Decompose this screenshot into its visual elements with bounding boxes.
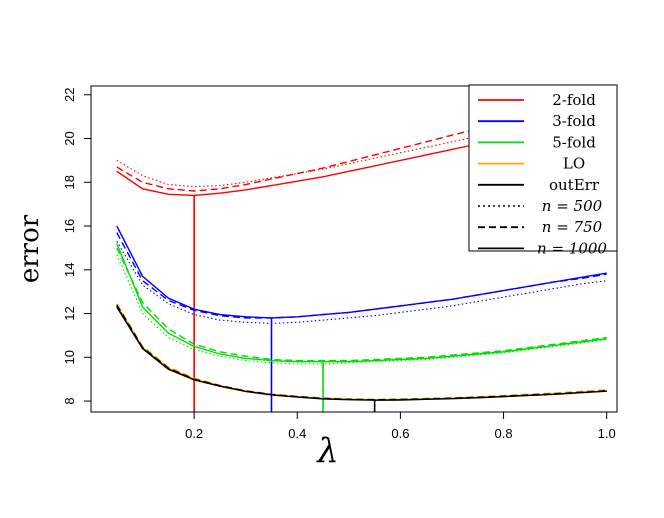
x-tick-label: 0.2 <box>185 426 203 441</box>
series-line-lo-n500 <box>116 305 607 401</box>
series-line-outerr-n1000 <box>116 306 607 401</box>
legend-label-n-500: n = 500 <box>542 197 603 215</box>
x-tick-label: 0.6 <box>391 426 409 441</box>
y-tick-label: 18 <box>62 175 77 189</box>
y-axis-title: error <box>15 214 45 283</box>
legend-label-5-fold: 5-fold <box>552 133 596 151</box>
legend-label-n-1000: n = 1000 <box>537 239 607 257</box>
series-line-5-fold-n500 <box>116 254 607 365</box>
y-tick-label: 22 <box>62 88 77 102</box>
series-line-2-fold-n500 <box>116 107 607 188</box>
legend-box <box>468 84 618 252</box>
y-tick-label: 10 <box>62 350 77 364</box>
y-tick-label: 8 <box>62 397 77 404</box>
series-line-outerr-n500 <box>116 305 607 401</box>
x-axis: 0.2 0.4 0.6 0.8 1.0 <box>185 411 616 441</box>
legend: 2-fold 3-fold 5-fold LO outErr n = 500 n = 750… <box>468 84 618 257</box>
series-line-lo-n750 <box>116 303 607 401</box>
y-tick-label: 16 <box>62 219 77 233</box>
y-tick-label: 12 <box>62 306 77 320</box>
y-tick-label: 14 <box>62 263 77 277</box>
series-line-3-fold-n500 <box>116 241 607 324</box>
series-line-outerr-n750 <box>116 304 607 401</box>
legend-label-3-fold: 3-fold <box>552 112 596 130</box>
x-tick-label: 0.4 <box>288 426 306 441</box>
series-line-lo-n1000 <box>116 304 607 401</box>
legend-label-lo: LO <box>563 155 585 173</box>
legend-label-2-fold: 2-fold <box>552 91 596 109</box>
x-axis-title: λ <box>315 431 339 471</box>
series-line-5-fold-n1000 <box>116 243 607 363</box>
legend-label-outerr: outErr <box>549 176 600 194</box>
legend-label-n-750: n = 750 <box>542 218 603 236</box>
y-tick-label: 20 <box>62 131 77 145</box>
x-tick-label: 0.8 <box>495 426 513 441</box>
y-axis: 8 10 12 14 16 18 20 22 <box>62 88 92 405</box>
minimum-markers <box>193 195 376 412</box>
series-line-3-fold-n1000 <box>116 225 607 319</box>
x-tick-label: 1.0 <box>598 426 616 441</box>
